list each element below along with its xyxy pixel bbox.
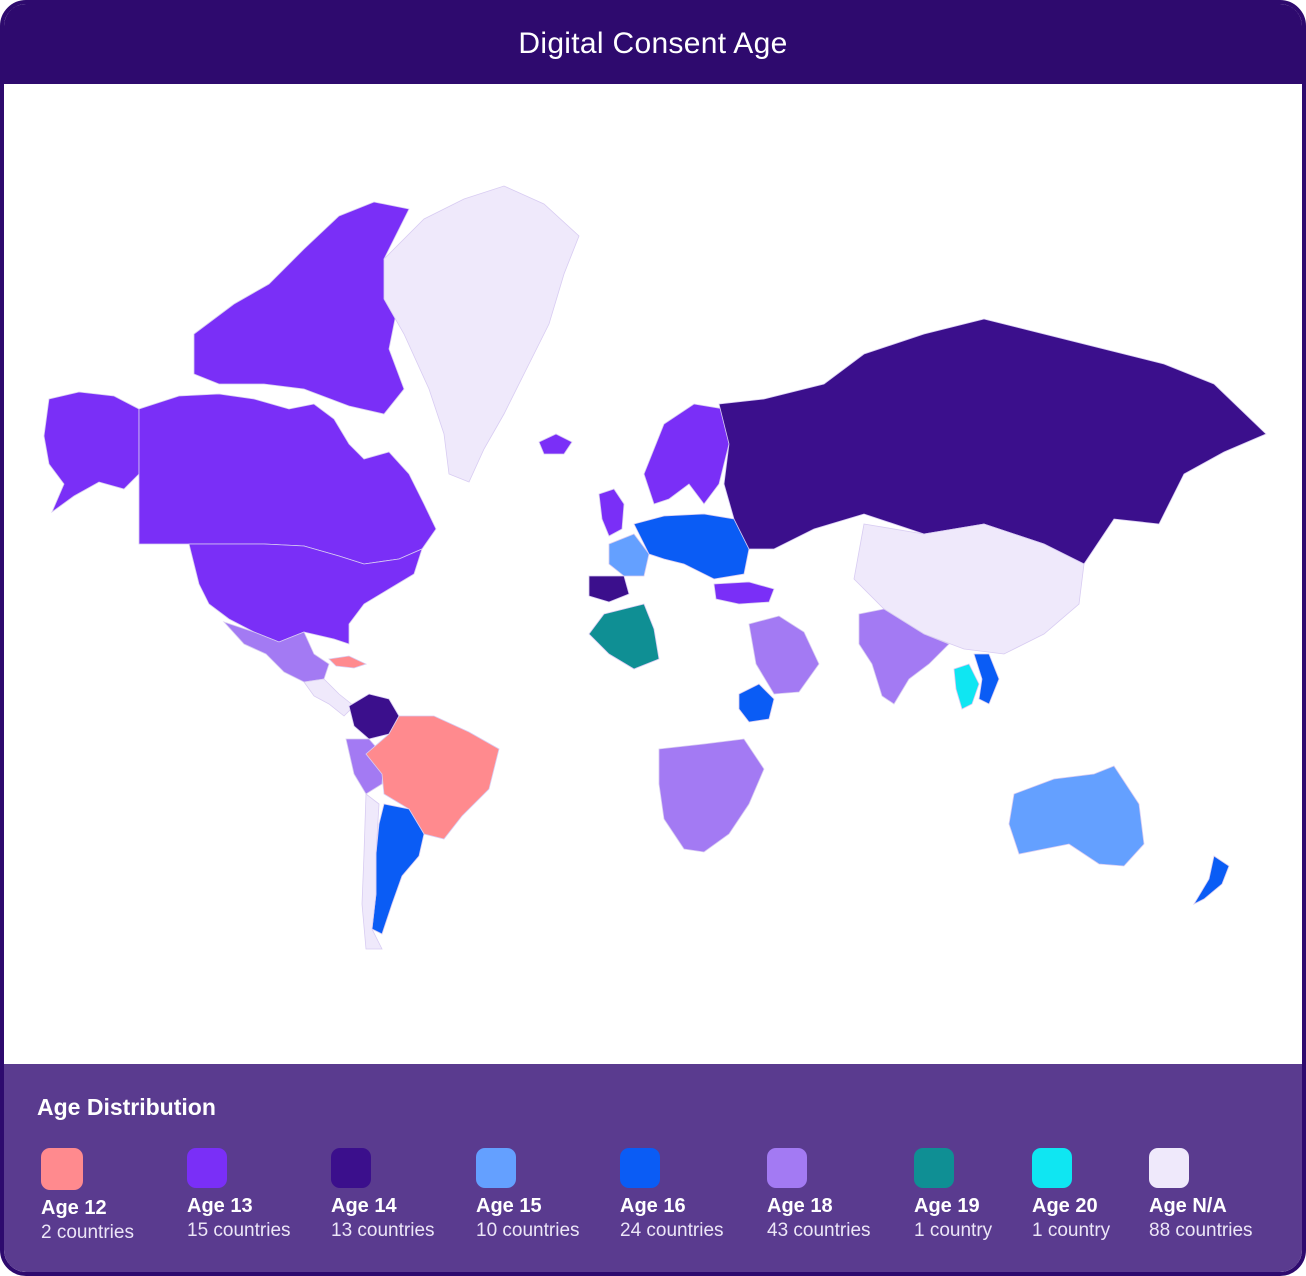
region-new-zealand[interactable] — [1192, 855, 1230, 905]
legend-item-age-18: Age 18 43 countries — [767, 1148, 871, 1242]
legend-swatch — [1032, 1148, 1072, 1188]
region-greenland[interactable] — [383, 185, 580, 483]
region-algeria[interactable] — [588, 603, 660, 670]
legend-count-label: 10 countries — [476, 1220, 580, 1241]
legend-count-label: 1 country — [914, 1220, 993, 1241]
legend-age-label: Age 18 — [767, 1195, 833, 1217]
legend-swatch — [331, 1148, 371, 1188]
legend-age-label: Age 20 — [1032, 1195, 1098, 1217]
region-scandinavia[interactable] — [643, 403, 730, 505]
legend-swatch — [1149, 1148, 1189, 1188]
legend-swatch — [914, 1148, 954, 1188]
legend-swatch — [41, 1148, 83, 1190]
map-area — [4, 84, 1302, 1064]
legend-count-label: 43 countries — [767, 1220, 871, 1241]
region-iceland[interactable] — [538, 433, 573, 455]
legend-panel: Age Distribution Age 12 2 countries Age … — [4, 1064, 1302, 1272]
region-central-europe[interactable] — [633, 513, 750, 580]
region-australia[interactable] — [1008, 765, 1145, 867]
region-mexico[interactable] — [222, 621, 330, 683]
legend-age-label: Age 19 — [914, 1195, 980, 1217]
region-ethiopia[interactable] — [738, 683, 775, 723]
region-france[interactable] — [608, 533, 650, 577]
region-cuba[interactable] — [328, 655, 368, 669]
legend-age-label: Age 13 — [187, 1195, 253, 1217]
legend-item-age-19: Age 19 1 country — [914, 1148, 992, 1242]
legend-count-label: 15 countries — [187, 1220, 291, 1241]
region-united-states[interactable] — [188, 543, 423, 645]
legend-item-age-na: Age N/A 88 countries — [1149, 1148, 1253, 1242]
legend-age-label: Age 12 — [41, 1197, 107, 1219]
legend-count-label: 1 country — [1032, 1220, 1111, 1241]
legend-item-age-16: Age 16 24 countries — [620, 1148, 724, 1242]
legend-count-label: 2 countries — [41, 1222, 134, 1243]
region-alaska[interactable] — [43, 391, 140, 514]
legend-swatch — [187, 1148, 227, 1188]
world-map — [43, 185, 1267, 950]
legend-item-age-12: Age 12 2 countries — [41, 1148, 134, 1244]
region-vietnam[interactable] — [973, 653, 1000, 705]
legend-title: Age Distribution — [37, 1094, 216, 1120]
legend-age-label: Age 14 — [331, 1195, 397, 1217]
region-argentina[interactable] — [371, 803, 425, 935]
legend-swatch — [620, 1148, 660, 1188]
legend-item-age-13: Age 13 15 countries — [187, 1148, 291, 1242]
region-brazil[interactable] — [365, 715, 500, 840]
region-chile[interactable] — [361, 793, 383, 950]
legend-item-age-15: Age 15 10 countries — [476, 1148, 580, 1242]
region-canadian-arctic[interactable] — [193, 201, 410, 415]
region-uk[interactable] — [598, 488, 625, 537]
region-saudi-arabia[interactable] — [748, 615, 820, 695]
legend-item-age-14: Age 14 13 countries — [331, 1148, 435, 1242]
legend-swatch — [767, 1148, 807, 1188]
legend-item-age-20: Age 20 1 country — [1032, 1148, 1110, 1242]
legend-count-label: 13 countries — [331, 1220, 435, 1241]
region-russia[interactable] — [718, 318, 1267, 565]
header-bar: Digital Consent Age — [4, 4, 1302, 84]
legend-count-label: 24 countries — [620, 1220, 724, 1241]
region-spain[interactable] — [588, 575, 630, 603]
legend-count-label: 88 countries — [1149, 1220, 1253, 1241]
legend-age-label: Age 15 — [476, 1195, 542, 1217]
legend-age-label: Age 16 — [620, 1195, 686, 1217]
legend-swatch — [476, 1148, 516, 1188]
region-canada[interactable] — [138, 393, 437, 565]
region-india[interactable] — [858, 608, 950, 705]
legend-age-label: Age N/A — [1149, 1195, 1227, 1217]
region-central-america[interactable] — [303, 678, 355, 717]
region-turkey[interactable] — [713, 581, 775, 605]
region-thailand[interactable] — [953, 663, 980, 710]
region-southern-africa[interactable] — [658, 738, 765, 853]
page-title: Digital Consent Age — [518, 27, 788, 60]
